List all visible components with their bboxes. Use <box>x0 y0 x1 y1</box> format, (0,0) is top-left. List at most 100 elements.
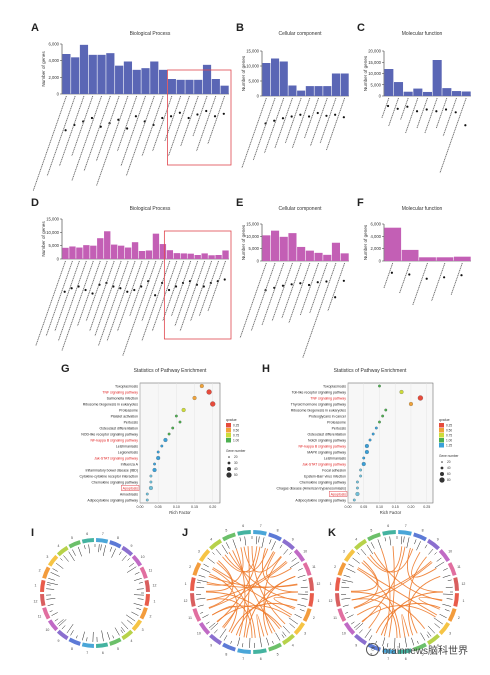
gene-marker <box>244 536 247 546</box>
category-label <box>241 97 267 169</box>
chromosome-segment <box>382 648 396 654</box>
pathway-point <box>199 384 204 389</box>
gene-marker <box>197 579 209 583</box>
legend-qvalue-label: 0.50 <box>233 429 239 433</box>
x-tick-label: 0.05 <box>155 505 162 509</box>
panel-letter-i: I <box>31 527 35 539</box>
y-tick-label: 10,000 <box>246 234 259 239</box>
category-label <box>120 95 146 167</box>
gene-marker <box>102 545 106 556</box>
panel-letter-e: E <box>236 197 244 209</box>
legend-swatch <box>439 443 444 448</box>
interaction-chord <box>208 560 234 609</box>
pathway-label: Adipocytokine signaling pathway <box>295 498 346 502</box>
pathway-label: Cytokine-cytokine receptor interaction <box>79 474 138 478</box>
legend-gene-number-label: 20 <box>234 455 238 459</box>
bar <box>432 60 442 96</box>
chromosome-segment <box>139 566 148 579</box>
gene-marker <box>107 632 110 640</box>
chromosome-label: 6 <box>86 532 88 536</box>
panel-letter-j: J <box>182 527 189 539</box>
gene-marker <box>210 622 219 631</box>
bar <box>297 246 306 261</box>
bar <box>62 54 71 94</box>
pathway-point <box>384 408 388 412</box>
chromosome-label: 9 <box>210 644 212 648</box>
pathway-label: NOD-like receptor signaling pathway <box>81 432 138 436</box>
interaction-chord <box>209 573 238 633</box>
bar <box>305 86 314 96</box>
category-label-marker <box>167 288 171 292</box>
gene-marker <box>58 619 67 627</box>
pathway-label: TNF signaling pathway <box>310 396 346 400</box>
chromosome-label: 1 <box>154 599 156 603</box>
gene-marker <box>266 637 270 646</box>
chromosome-label: 11 <box>333 616 337 620</box>
category-label <box>399 262 411 294</box>
pathway-point <box>174 414 178 418</box>
gene-marker <box>434 623 441 629</box>
category-label <box>54 260 80 332</box>
interaction-chord <box>232 550 276 633</box>
bar <box>211 79 220 94</box>
x-tick-label: 0.15 <box>191 505 198 509</box>
interaction-chord <box>388 546 395 638</box>
category-label <box>381 97 390 119</box>
gene-marker <box>76 635 78 639</box>
chromosome-segment <box>343 621 356 635</box>
gene-marker <box>288 617 299 625</box>
watermark: ⌾ brainnews脑科世界 <box>366 642 468 657</box>
chromosome-segment <box>109 637 122 646</box>
chromosome-segment <box>293 621 306 635</box>
apoptosis-highlight-box <box>121 485 140 491</box>
bar <box>297 90 306 96</box>
category-label <box>252 97 276 161</box>
gene-marker <box>70 630 74 636</box>
y-tick-label: 5,000 <box>249 246 260 251</box>
gene-marker <box>82 631 85 641</box>
legend-gene-number-label: 40 <box>234 467 238 471</box>
interaction-chord <box>261 547 299 593</box>
chromosome-label: 9 <box>355 644 357 648</box>
gene-marker <box>239 537 241 542</box>
category-label-marker <box>406 105 409 108</box>
chromosome-label: 12 <box>329 599 333 603</box>
category-label <box>57 260 87 342</box>
interaction-chord <box>375 602 441 634</box>
interaction-chord <box>356 605 381 629</box>
category-label <box>192 95 208 137</box>
chromosome-segment <box>144 579 150 592</box>
category-label <box>281 262 302 319</box>
interaction-chord <box>351 560 432 601</box>
gene-marker <box>444 609 450 612</box>
legend-swatch <box>226 433 231 438</box>
bar <box>323 86 332 96</box>
chromosome-segment <box>198 621 211 635</box>
chromosome-label: 7 <box>86 651 88 655</box>
bar <box>166 250 174 259</box>
gene-marker <box>225 542 230 549</box>
gene-marker <box>297 603 307 607</box>
chromosome-label: 9 <box>57 639 59 643</box>
bar <box>413 88 423 96</box>
chromosome-segment <box>81 538 94 544</box>
pathway-point <box>356 480 359 484</box>
chromosome-segment <box>190 593 196 607</box>
y-tick-label: 15,000 <box>46 217 59 222</box>
category-label-marker <box>444 108 448 111</box>
category-label-marker <box>126 127 129 130</box>
gene-marker <box>299 609 305 612</box>
legend-gene-number-label: 30 <box>234 461 238 465</box>
y-axis-label: Number of genes <box>41 51 46 87</box>
chromosome-label: 2 <box>313 616 315 620</box>
gene-marker <box>46 588 55 590</box>
gene-marker <box>414 539 417 545</box>
bar <box>271 58 280 96</box>
bar <box>158 69 168 94</box>
chromosome-segment <box>426 538 440 551</box>
category-label <box>319 97 337 144</box>
category-label <box>405 97 419 134</box>
bar <box>279 61 288 96</box>
category-label <box>32 95 67 192</box>
